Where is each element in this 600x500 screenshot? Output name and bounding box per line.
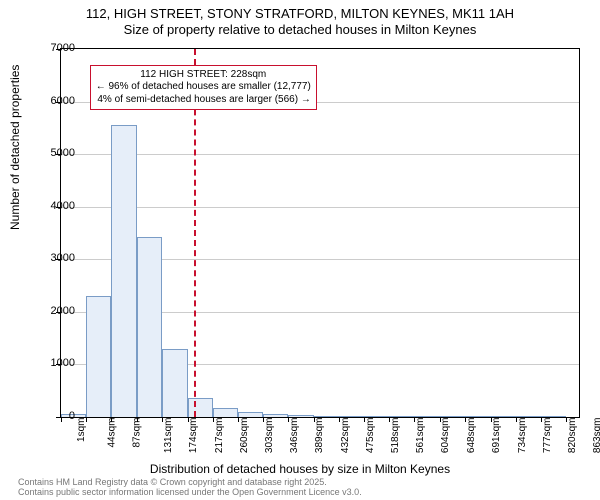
x-tick-label: 518sqm bbox=[390, 418, 401, 454]
x-tick-mark bbox=[213, 417, 214, 422]
x-tick-label: 691sqm bbox=[491, 418, 502, 454]
annotation-box: 112 HIGH STREET: 228sqm← 96% of detached… bbox=[90, 65, 317, 111]
x-tick-mark bbox=[86, 417, 87, 422]
histogram-bar bbox=[86, 296, 111, 417]
x-tick-mark bbox=[188, 417, 189, 422]
x-tick-mark bbox=[440, 417, 441, 422]
x-tick-label: 561sqm bbox=[415, 418, 426, 454]
x-tick-label: 303sqm bbox=[264, 418, 275, 454]
gridline bbox=[61, 207, 579, 208]
y-tick-label: 7000 bbox=[35, 42, 75, 54]
annotation-line-2: ← 96% of detached houses are smaller (12… bbox=[96, 81, 311, 94]
x-tick-label: 217sqm bbox=[214, 418, 225, 454]
x-tick-mark bbox=[566, 417, 567, 422]
x-tick-mark bbox=[238, 417, 239, 422]
x-tick-mark bbox=[314, 417, 315, 422]
x-tick-mark bbox=[263, 417, 264, 422]
x-tick-label: 820sqm bbox=[567, 418, 578, 454]
chart-container: 112, HIGH STREET, STONY STRATFORD, MILTO… bbox=[0, 0, 600, 500]
title-block: 112, HIGH STREET, STONY STRATFORD, MILTO… bbox=[0, 0, 600, 39]
x-tick-mark bbox=[162, 417, 163, 422]
x-tick-label: 44sqm bbox=[107, 418, 118, 448]
histogram-bar bbox=[111, 125, 137, 417]
y-tick-label: 6000 bbox=[35, 95, 75, 107]
x-tick-mark bbox=[516, 417, 517, 422]
gridline bbox=[61, 154, 579, 155]
x-tick-label: 346sqm bbox=[289, 418, 300, 454]
histogram-bar bbox=[162, 349, 187, 417]
x-tick-label: 131sqm bbox=[163, 418, 174, 454]
footer-attribution: Contains HM Land Registry data © Crown c… bbox=[18, 478, 362, 498]
x-tick-label: 87sqm bbox=[132, 418, 143, 448]
y-tick-label: 5000 bbox=[35, 147, 75, 159]
y-tick-label: 1000 bbox=[35, 357, 75, 369]
title-line-2: Size of property relative to detached ho… bbox=[0, 22, 600, 38]
histogram-bar bbox=[188, 398, 213, 417]
x-axis-label: Distribution of detached houses by size … bbox=[0, 462, 600, 476]
x-tick-mark bbox=[137, 417, 138, 422]
x-tick-mark bbox=[414, 417, 415, 422]
annotation-line-1: 112 HIGH STREET: 228sqm bbox=[96, 69, 311, 82]
y-tick-label: 3000 bbox=[35, 252, 75, 264]
x-tick-label: 174sqm bbox=[188, 418, 199, 454]
x-tick-label: 734sqm bbox=[517, 418, 528, 454]
footer-line-2: Contains public sector information licen… bbox=[18, 488, 362, 498]
annotation-line-3: 4% of semi-detached houses are larger (5… bbox=[96, 94, 311, 107]
plot-area: 1sqm44sqm87sqm131sqm174sqm217sqm260sqm30… bbox=[60, 48, 580, 418]
x-tick-mark bbox=[364, 417, 365, 422]
x-tick-mark bbox=[111, 417, 112, 422]
x-tick-label: 475sqm bbox=[365, 418, 376, 454]
title-line-1: 112, HIGH STREET, STONY STRATFORD, MILTO… bbox=[0, 6, 600, 22]
x-tick-label: 648sqm bbox=[466, 418, 477, 454]
x-tick-mark bbox=[491, 417, 492, 422]
x-tick-label: 432sqm bbox=[340, 418, 351, 454]
x-tick-mark bbox=[339, 417, 340, 422]
y-tick-label: 4000 bbox=[35, 200, 75, 212]
histogram-bar bbox=[137, 237, 162, 417]
x-tick-label: 604sqm bbox=[440, 418, 451, 454]
x-tick-mark bbox=[465, 417, 466, 422]
x-tick-mark bbox=[541, 417, 542, 422]
x-tick-label: 260sqm bbox=[239, 418, 250, 454]
y-tick-label: 2000 bbox=[35, 305, 75, 317]
y-axis-label: Number of detached properties bbox=[8, 65, 22, 230]
x-tick-label: 777sqm bbox=[542, 418, 553, 454]
y-tick-label: 0 bbox=[35, 410, 75, 422]
x-tick-label: 863sqm bbox=[592, 418, 600, 454]
x-tick-mark bbox=[288, 417, 289, 422]
x-tick-label: 389sqm bbox=[314, 418, 325, 454]
histogram-bar bbox=[238, 412, 263, 417]
histogram-bar bbox=[213, 408, 238, 417]
x-tick-mark bbox=[389, 417, 390, 422]
